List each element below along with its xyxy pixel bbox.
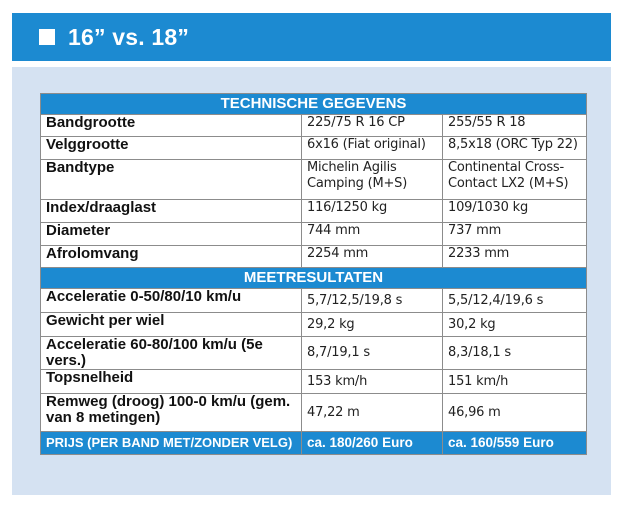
value-18: 46,96 m <box>442 393 587 432</box>
value-18: 109/1030 kg <box>442 199 587 223</box>
price-18: ca. 160/559 Euro <box>442 431 587 455</box>
table-row: Acceleratie 60-80/100 km/u (5e vers.) 8,… <box>40 336 587 370</box>
table-row: Acceleratie 0-50/80/10 km/u 5,7/12,5/19,… <box>40 288 587 313</box>
value-16: 2254 mm <box>301 245 443 268</box>
value-16: 225/75 R 16 CP <box>301 114 443 137</box>
table-row: Remweg (droog) 100-0 km/u (gem. van 8 me… <box>40 393 587 432</box>
price-row: PRIJS (PER BAND MET/ZONDER VELG) ca. 180… <box>40 431 587 455</box>
section-title: TECHNISCHE GEGEVENS <box>40 93 587 115</box>
value-18: 8,5x18 (ORC Typ 22) <box>442 136 587 160</box>
value-16: 5,7/12,5/19,8 s <box>301 288 443 313</box>
value-16: 29,2 kg <box>301 312 443 337</box>
price-label: PRIJS (PER BAND MET/ZONDER VELG) <box>40 431 302 455</box>
row-label: Topsnelheid <box>40 369 302 394</box>
row-label: Acceleratie 0-50/80/10 km/u <box>40 288 302 313</box>
value-18: Continental Cross-Contact LX2 (M+S) <box>442 159 587 200</box>
table-row: Topsnelheid 153 km/h 151 km/h <box>40 369 587 394</box>
title-bar: 16” vs. 18” <box>12 13 611 61</box>
page-title: 16” vs. 18” <box>68 23 190 50</box>
value-18: 737 mm <box>442 222 587 246</box>
row-label: Bandtype <box>40 159 302 200</box>
price-16: ca. 180/260 Euro <box>301 431 443 455</box>
value-16: 116/1250 kg <box>301 199 443 223</box>
table-row: Bandtype Michelin Agilis Camping (M+S) C… <box>40 159 587 200</box>
row-label: Diameter <box>40 222 302 246</box>
row-label: Acceleratie 60-80/100 km/u (5e vers.) <box>40 336 302 370</box>
row-label: Bandgrootte <box>40 114 302 137</box>
table-row: Bandgrootte 225/75 R 16 CP 255/55 R 18 <box>40 114 587 137</box>
section-header-meet: MEETRESULTATEN <box>40 267 587 289</box>
table-row: Velggrootte 6x16 (Fiat original) 8,5x18 … <box>40 136 587 160</box>
value-18: 8,3/18,1 s <box>442 336 587 370</box>
square-bullet-icon <box>39 29 55 45</box>
value-18: 5,5/12,4/19,6 s <box>442 288 587 313</box>
section-title: MEETRESULTATEN <box>40 267 587 289</box>
row-label: Index/draaglast <box>40 199 302 223</box>
value-16: 744 mm <box>301 222 443 246</box>
table-row: Afrolomvang 2254 mm 2233 mm <box>40 245 587 268</box>
value-16: Michelin Agilis Camping (M+S) <box>301 159 443 200</box>
content-panel: TECHNISCHE GEGEVENS Bandgrootte 225/75 R… <box>12 67 611 495</box>
value-16: 153 km/h <box>301 369 443 394</box>
value-16: 6x16 (Fiat original) <box>301 136 443 160</box>
table-row: Gewicht per wiel 29,2 kg 30,2 kg <box>40 312 587 337</box>
value-18: 30,2 kg <box>442 312 587 337</box>
value-18: 151 km/h <box>442 369 587 394</box>
value-16: 8,7/19,1 s <box>301 336 443 370</box>
value-16: 47,22 m <box>301 393 443 432</box>
value-18: 255/55 R 18 <box>442 114 587 137</box>
row-label: Gewicht per wiel <box>40 312 302 337</box>
section-header-tech: TECHNISCHE GEGEVENS <box>40 93 587 115</box>
spec-table: TECHNISCHE GEGEVENS Bandgrootte 225/75 R… <box>40 93 587 455</box>
row-label: Remweg (droog) 100-0 km/u (gem. van 8 me… <box>40 393 302 432</box>
table-row: Diameter 744 mm 737 mm <box>40 222 587 246</box>
row-label: Velggrootte <box>40 136 302 160</box>
value-18: 2233 mm <box>442 245 587 268</box>
row-label: Afrolomvang <box>40 245 302 268</box>
table-row: Index/draaglast 116/1250 kg 109/1030 kg <box>40 199 587 223</box>
